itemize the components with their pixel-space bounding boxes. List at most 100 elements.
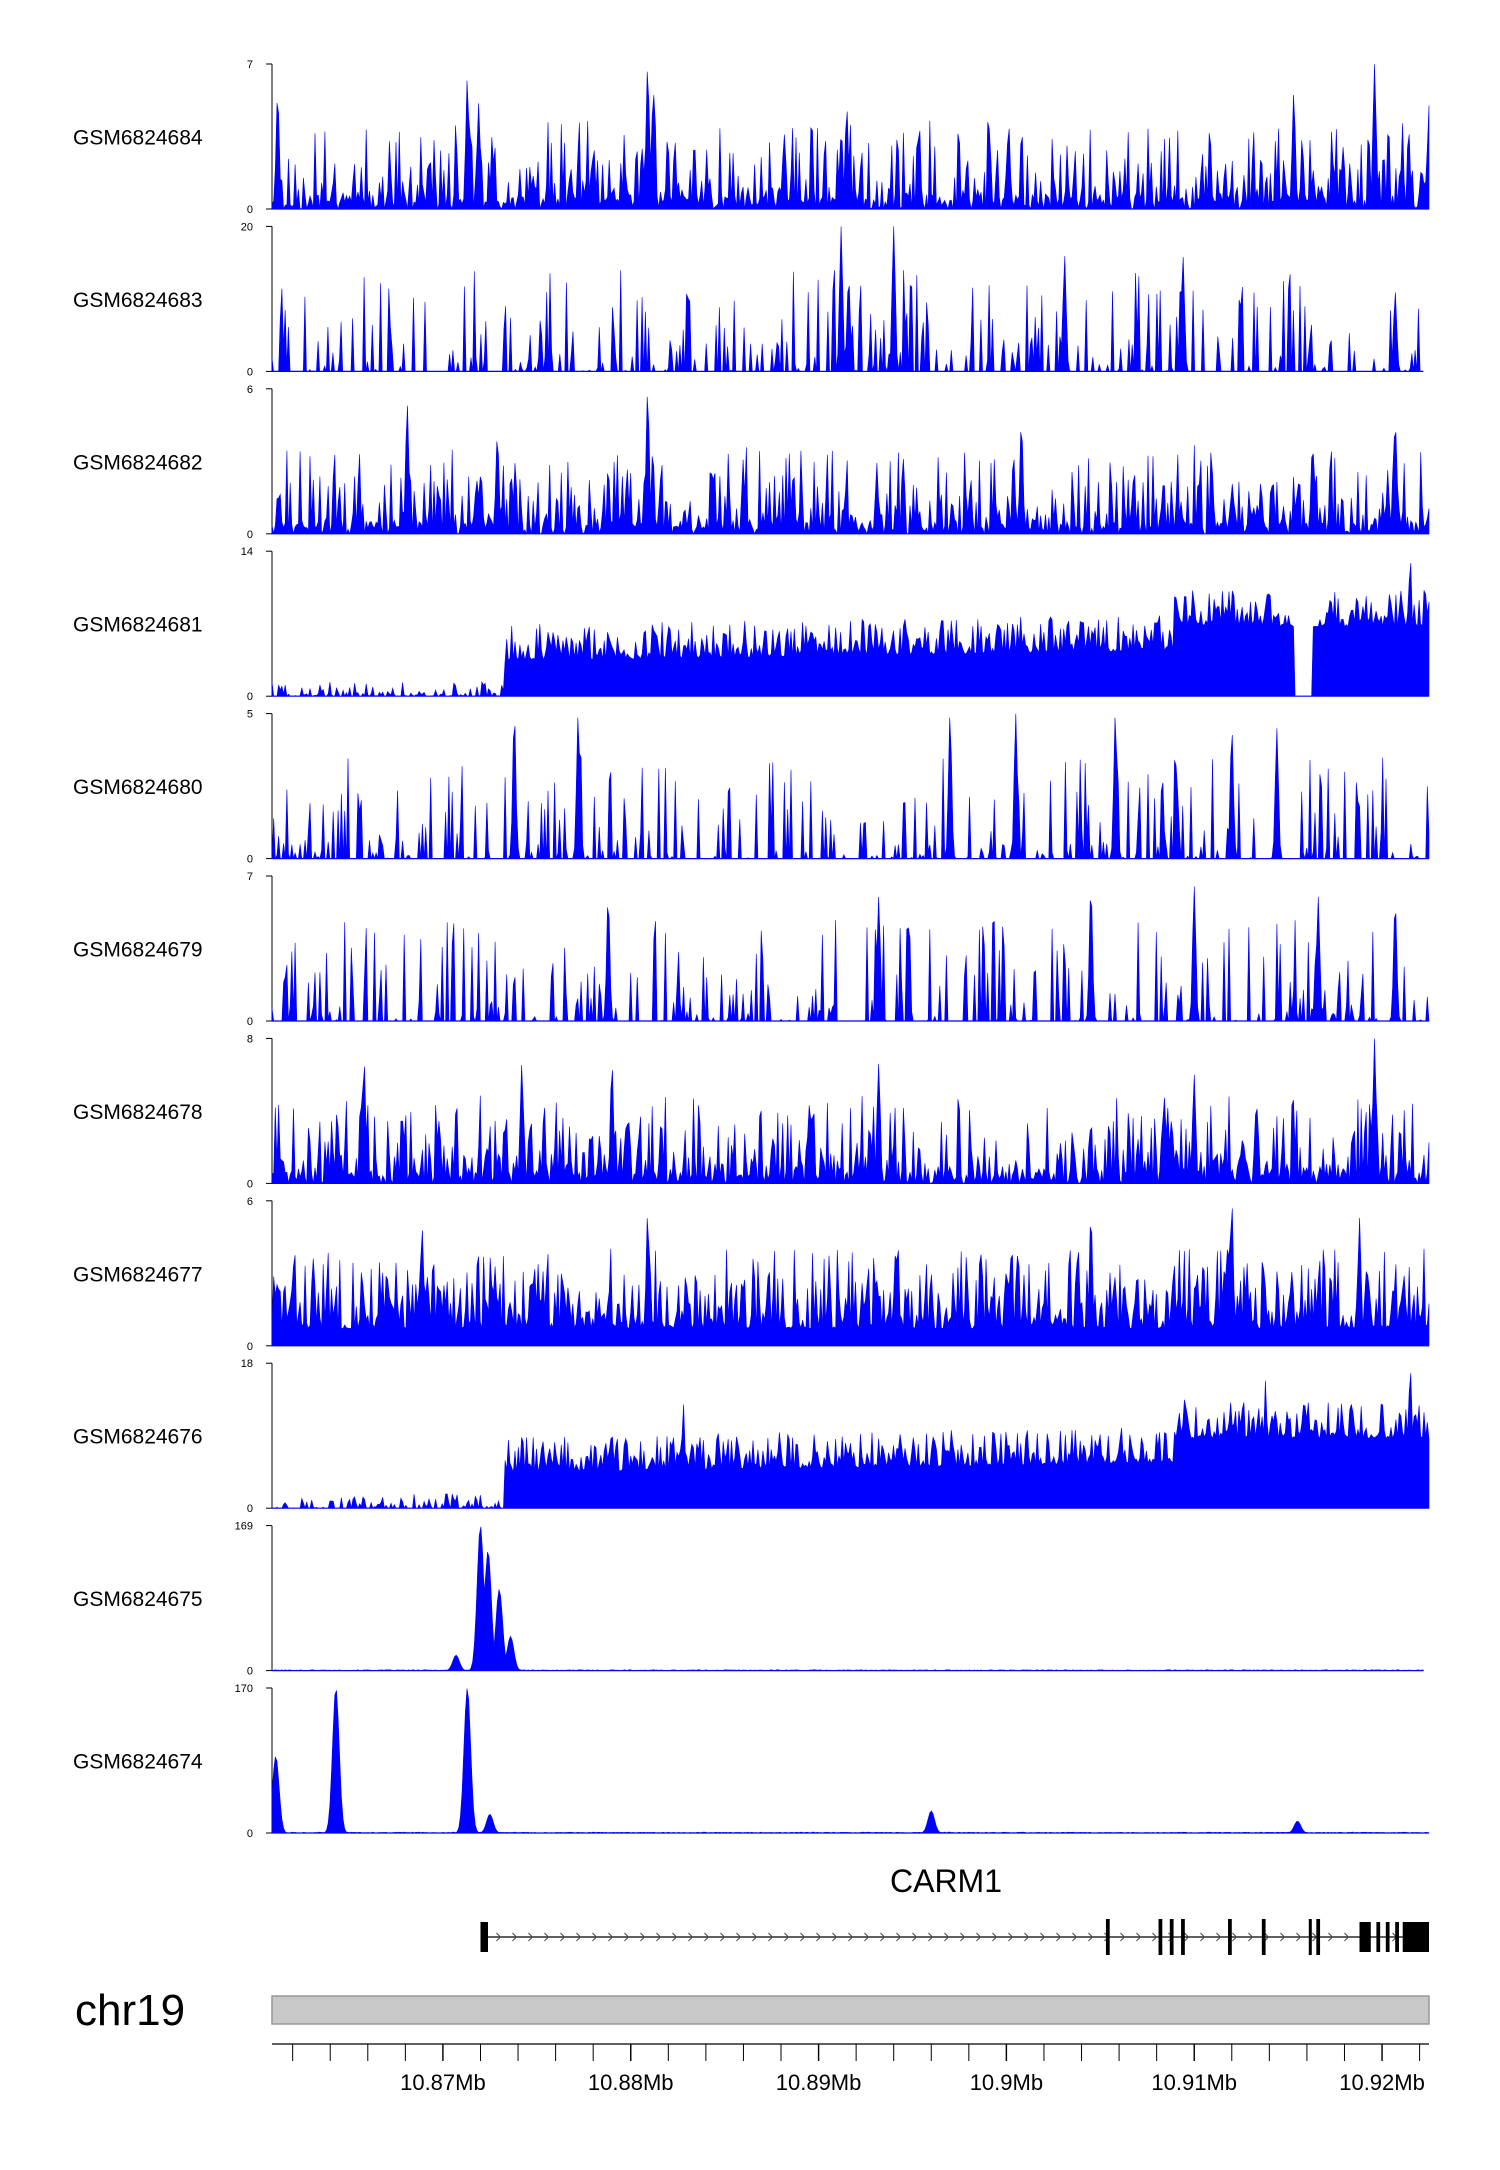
strand-arrow — [784, 1932, 790, 1942]
track-GSM6824676: GSM6824676 18 0 — [73, 1358, 1430, 1515]
track-label: GSM6824674 — [73, 1751, 203, 1774]
x-tick-label: 10.89Mb — [776, 2070, 862, 2095]
y-min-label: 0 — [247, 854, 253, 866]
strand-arrow — [544, 1932, 550, 1942]
track-GSM6824682: GSM6824682 6 0 — [73, 384, 1430, 541]
strand-arrow — [640, 1932, 646, 1942]
track-label: GSM6824676 — [73, 1426, 203, 1449]
strand-arrow — [688, 1932, 694, 1942]
y-min-label: 0 — [247, 204, 253, 216]
gene-exon — [480, 1922, 488, 1952]
track-label: GSM6824681 — [73, 614, 203, 637]
strand-arrow — [800, 1932, 806, 1942]
gene-exon — [1395, 1922, 1399, 1952]
gene-exon — [1181, 1919, 1185, 1955]
strand-arrow — [720, 1932, 726, 1942]
track-GSM6824678: GSM6824678 8 0 — [73, 1033, 1430, 1190]
y-max-label: 7 — [247, 871, 253, 883]
x-tick-label: 10.9Mb — [970, 2070, 1043, 2095]
strand-arrow — [560, 1932, 566, 1942]
strand-arrow — [1184, 1932, 1190, 1942]
gene-exon — [1308, 1919, 1312, 1955]
strand-arrow — [1248, 1932, 1254, 1942]
y-min-label: 0 — [247, 691, 253, 703]
strand-arrow — [768, 1932, 774, 1942]
strand-arrow — [1200, 1932, 1206, 1942]
y-max-label: 6 — [247, 1196, 253, 1208]
gene-exon — [1376, 1922, 1381, 1952]
track-label: GSM6824679 — [73, 939, 203, 962]
strand-arrow — [496, 1932, 502, 1942]
gene-exon — [1105, 1919, 1110, 1955]
y-max-label: 14 — [241, 546, 253, 558]
y-min-label: 0 — [247, 529, 253, 541]
x-tick-label: 10.87Mb — [400, 2070, 486, 2095]
gene-exon — [1228, 1919, 1232, 1955]
strand-arrow — [1264, 1932, 1270, 1942]
y-max-label: 8 — [247, 1033, 253, 1045]
strand-arrow — [1296, 1932, 1302, 1942]
strand-arrow — [944, 1932, 950, 1942]
track-label: GSM6824680 — [73, 776, 203, 799]
gene-exon — [1402, 1922, 1429, 1952]
y-max-label: 20 — [241, 221, 253, 233]
strand-arrow — [1088, 1932, 1094, 1942]
y-min-label: 0 — [247, 1178, 253, 1190]
y-max-label: 6 — [247, 384, 253, 396]
track-GSM6824681: GSM6824681 14 0 — [73, 546, 1430, 703]
strand-arrow — [1280, 1932, 1286, 1942]
gene-annotation-track: CARM1 — [480, 1863, 1429, 1955]
track-GSM6824675: GSM6824675 169 0 — [73, 1521, 1424, 1678]
coverage-area — [271, 226, 1424, 373]
x-tick-label: 10.91Mb — [1151, 2070, 1237, 2095]
strand-arrow — [576, 1932, 582, 1942]
track-GSM6824683: GSM6824683 20 0 — [73, 221, 1424, 378]
strand-arrow — [608, 1932, 614, 1942]
strand-arrow — [1216, 1932, 1222, 1942]
y-max-label: 169 — [235, 1521, 253, 1533]
y-min-label: 0 — [247, 366, 253, 378]
strand-arrow — [1056, 1932, 1062, 1942]
strand-arrow — [1344, 1932, 1350, 1942]
coverage-tracks: GSM682468470GSM6824683200GSM682468260GSM… — [73, 59, 1430, 1840]
strand-arrow — [1232, 1932, 1238, 1942]
genome-axis: chr19 10.87Mb 10.88Mb 10.89Mb 10.9Mb 10.91Mb… — [75, 1986, 1430, 2095]
ideogram-bar — [271, 1995, 1430, 2025]
track-label: GSM6824683 — [73, 289, 203, 312]
gene-name-label: CARM1 — [890, 1863, 1002, 1899]
strand-arrow — [928, 1932, 934, 1942]
track-label: GSM6824678 — [73, 1101, 203, 1124]
strand-arrow — [1328, 1932, 1334, 1942]
coverage-area — [271, 563, 1430, 698]
strand-arrow — [752, 1932, 758, 1942]
strand-arrow — [1040, 1932, 1046, 1942]
coverage-area — [271, 1373, 1430, 1510]
strand-arrow — [1152, 1932, 1158, 1942]
strand-arrow — [1024, 1932, 1030, 1942]
x-tick-label: 10.92Mb — [1339, 2070, 1425, 2095]
strand-arrow — [736, 1932, 742, 1942]
coverage-area — [271, 1526, 1424, 1671]
y-max-label: 170 — [235, 1683, 253, 1695]
gene-exon — [1158, 1919, 1163, 1955]
strand-arrow — [1008, 1932, 1014, 1942]
strand-arrow — [672, 1932, 678, 1942]
gene-exon — [1385, 1922, 1390, 1952]
y-max-label: 7 — [247, 59, 253, 71]
strand-arrow — [1136, 1932, 1142, 1942]
track-GSM6824679: GSM6824679 7 0 — [73, 871, 1430, 1028]
strand-arrow — [864, 1932, 870, 1942]
track-label: GSM6824675 — [73, 1588, 203, 1611]
coverage-area — [271, 1038, 1430, 1185]
coverage-area — [271, 713, 1430, 860]
track-GSM6824680: GSM6824680 5 0 — [73, 709, 1430, 866]
track-GSM6824674: GSM6824674 170 0 — [73, 1683, 1430, 1840]
coverage-area — [271, 1208, 1430, 1347]
y-min-label: 0 — [247, 1666, 253, 1678]
strand-arrow — [1120, 1932, 1126, 1942]
strand-arrow — [960, 1932, 966, 1942]
track-GSM6824684: GSM6824684 7 0 — [73, 59, 1430, 216]
strand-arrow — [1072, 1932, 1078, 1942]
gene-exon — [1316, 1919, 1321, 1955]
strand-arrow — [624, 1932, 630, 1942]
